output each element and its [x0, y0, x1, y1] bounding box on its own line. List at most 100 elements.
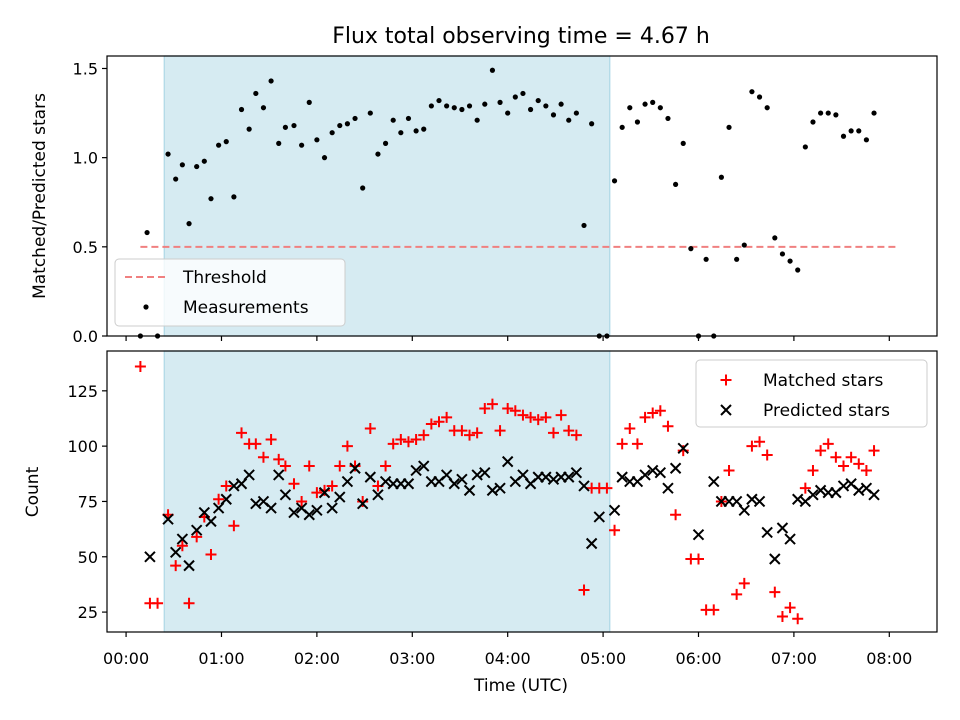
measurement-point: [543, 103, 549, 109]
y-tick-label: 25: [78, 603, 98, 622]
measurement-point: [173, 176, 179, 182]
measurement-point: [795, 267, 801, 273]
measurement-point: [398, 130, 404, 136]
matched-point: [776, 611, 788, 623]
predicted-point: [169, 546, 182, 559]
predicted-point: [326, 502, 338, 514]
matched-point: [236, 427, 248, 439]
measurement-point: [238, 106, 245, 113]
measurement-point: [276, 140, 282, 146]
measurement-point: [734, 256, 740, 262]
measurement-point: [619, 124, 625, 130]
matched-point: [152, 597, 164, 609]
measurement-point: [512, 94, 518, 100]
matched-point: [731, 588, 743, 600]
matched-point: [670, 509, 682, 521]
measurement-point: [642, 101, 648, 107]
matched-point: [540, 411, 552, 423]
bottom-panel: 25 50 75 100 125 00:00 01:00 02:00 03:00 04:00 05:…: [67, 350, 938, 668]
matched-point: [205, 549, 217, 561]
measurement-point: [566, 117, 572, 123]
matched-point: [183, 597, 195, 609]
predicted-point: [273, 469, 285, 481]
chart-title: Flux total observing time = 4.67 h: [332, 24, 710, 49]
measurement-point: [299, 142, 305, 148]
matched-point: [570, 429, 582, 441]
measurement-point: [871, 110, 877, 116]
legend-label: Measurements: [183, 298, 309, 318]
matched-point: [631, 438, 643, 450]
matched-point: [860, 464, 872, 476]
predicted-point: [288, 506, 300, 519]
measurement-point: [818, 110, 824, 116]
measurement-point: [489, 67, 496, 73]
measurement-point: [611, 178, 618, 184]
matched-point: [395, 434, 407, 446]
matched-point: [213, 493, 225, 505]
matched-point: [296, 495, 308, 507]
measurement-point: [268, 78, 274, 84]
measurement-point: [186, 221, 192, 227]
matched-point: [807, 464, 819, 476]
measurement-point: [726, 124, 732, 130]
predicted-point: [162, 513, 174, 525]
measurement-point: [165, 151, 171, 157]
legend-bottom: Matched stars Predicted stars: [695, 359, 928, 428]
legend-matched-swatch: [720, 374, 732, 386]
predicted-point: [563, 471, 575, 483]
matched-point: [578, 584, 590, 596]
measurement-point: [497, 99, 503, 105]
measurement-point: [321, 155, 328, 161]
matched-point: [601, 482, 613, 494]
matched-point: [418, 429, 430, 441]
top-y-axis-label: Matched/Predicted stars: [30, 93, 50, 299]
x-tick-label: 07:00: [771, 649, 817, 668]
matched-point: [746, 440, 758, 452]
measurement-point: [208, 196, 214, 202]
predicted-point: [463, 484, 476, 497]
predicted-point: [243, 469, 255, 481]
matched-point: [654, 405, 666, 417]
measurement-point: [382, 140, 389, 146]
predicted-point: [776, 522, 789, 534]
measurement-point: [352, 115, 358, 122]
legend-label: Threshold: [182, 268, 267, 288]
matched-point: [822, 438, 834, 450]
measurement-point: [253, 90, 259, 97]
matched-point: [265, 434, 277, 446]
predicted-point: [593, 511, 605, 523]
matched-point: [830, 451, 842, 463]
matched-point: [838, 460, 850, 472]
matched-point: [228, 520, 240, 532]
matched-point: [387, 438, 399, 450]
measurement-point: [444, 103, 450, 109]
predicted-point: [616, 471, 628, 483]
bottom-y-axis-label: Count: [23, 466, 43, 517]
measurement-point: [436, 97, 442, 104]
y-tick-label: 1.0: [73, 149, 98, 168]
predicted-point: [341, 475, 354, 488]
measurement-point: [550, 112, 557, 118]
measurement-point: [223, 139, 229, 145]
matched-point: [609, 524, 621, 536]
measurement-point: [535, 97, 541, 104]
matched-point: [380, 460, 392, 472]
predicted-point: [334, 491, 346, 503]
matched-point: [364, 422, 376, 434]
x-tick-label: 08:00: [866, 649, 912, 668]
measurement-point: [756, 94, 763, 100]
matched-point: [288, 478, 300, 490]
matched-point: [845, 451, 857, 463]
matched-point: [319, 484, 331, 496]
predicted-point: [479, 466, 491, 479]
matched-point: [402, 436, 414, 448]
measurement-point: [314, 137, 320, 143]
measurement-point: [231, 194, 237, 200]
measurement-point: [260, 105, 267, 111]
measurement-point: [291, 122, 297, 129]
measurement-point: [680, 140, 686, 146]
predicted-point: [183, 559, 195, 572]
matched-point: [410, 434, 422, 446]
predicted-point: [708, 475, 720, 488]
